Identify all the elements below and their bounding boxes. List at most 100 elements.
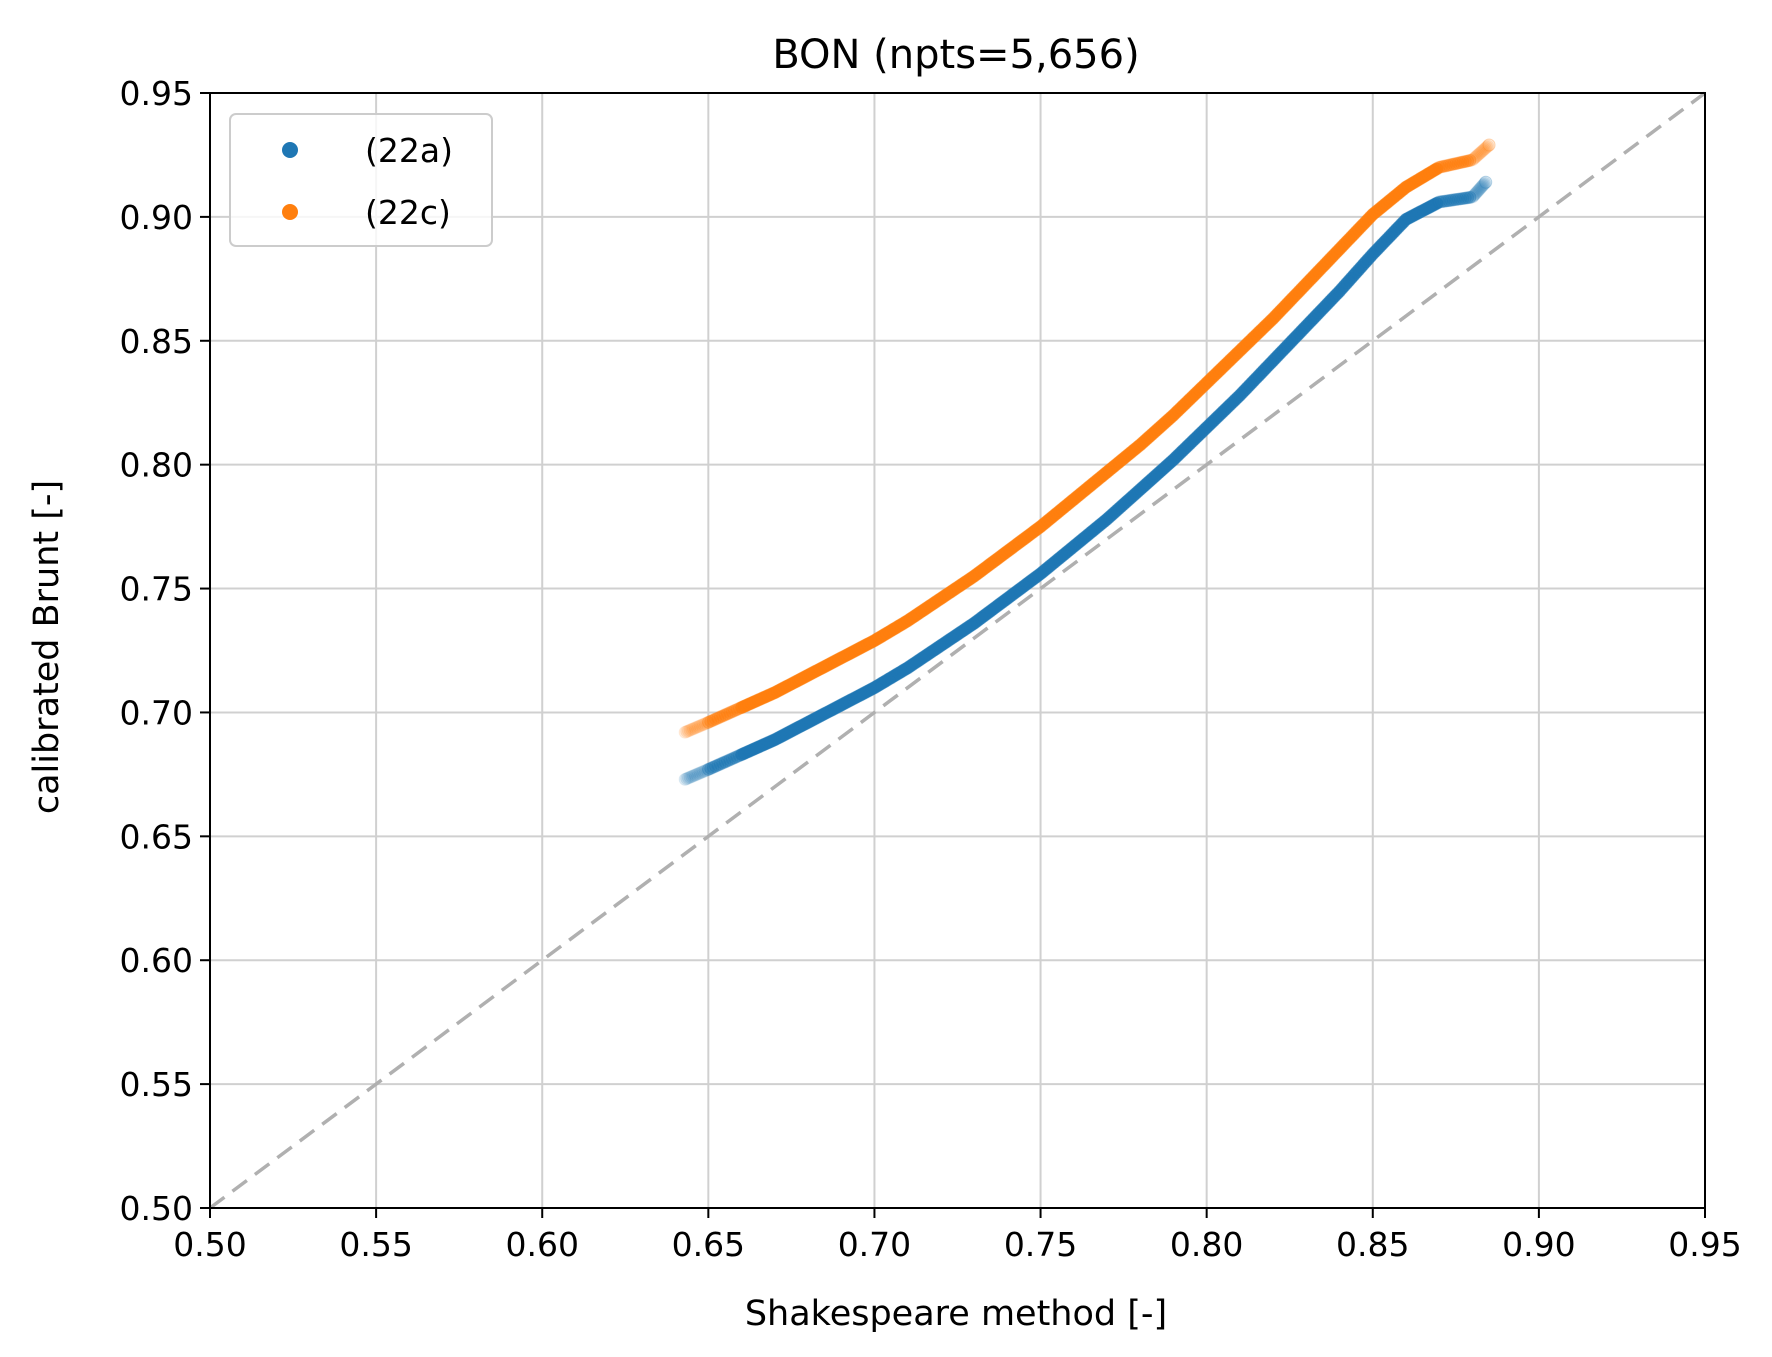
data-point: [716, 709, 730, 723]
reference-line: [208, 91, 1707, 1210]
data-point: [1470, 185, 1484, 199]
data-point: [686, 722, 700, 736]
data-point: [1461, 154, 1475, 168]
data-point: [1444, 158, 1458, 172]
data-point: [693, 766, 707, 780]
data-point: [1478, 141, 1492, 155]
x-tick-label: 0.70: [838, 1225, 911, 1264]
data-point: [695, 718, 709, 732]
x-axis-label: Shakespeare method [-]: [745, 1294, 1167, 1334]
data-point: [1430, 162, 1444, 176]
x-tick-label: 0.65: [672, 1225, 745, 1264]
data-point: [696, 765, 710, 779]
data-point: [1430, 196, 1444, 210]
data-point: [708, 759, 722, 773]
data-point: [691, 767, 705, 781]
legend-marker-22a: [282, 142, 298, 158]
series-0: [678, 175, 1493, 786]
y-tick-label: 0.70: [120, 693, 193, 732]
y-tick-label: 0.60: [120, 941, 193, 980]
data-point: [1477, 142, 1491, 156]
data-point: [1471, 148, 1485, 162]
data-point: [723, 753, 737, 767]
data-point: [1435, 160, 1449, 174]
legend-label-22c: (22c): [365, 193, 451, 232]
data-point: [685, 770, 699, 784]
data-point: [1435, 195, 1449, 209]
data-point: [1446, 193, 1460, 207]
data-point: [718, 708, 732, 722]
data-point: [1469, 186, 1483, 200]
data-point: [690, 720, 704, 734]
data-point: [1481, 139, 1495, 153]
data-point: [713, 757, 727, 771]
data-point: [686, 769, 700, 783]
x-tick-label: 0.50: [173, 1225, 246, 1264]
data-point: [1466, 189, 1480, 203]
y-axis-label: calibrated Brunt [-]: [27, 480, 67, 814]
data-point: [718, 755, 732, 769]
data-point: [696, 717, 710, 731]
data-point: [1461, 191, 1475, 205]
data-point: [716, 756, 730, 770]
y-tick-label: 0.90: [120, 198, 193, 237]
data-point: [711, 758, 725, 772]
data-point: [1468, 151, 1482, 165]
data-point: [1451, 156, 1465, 170]
legend: (22a) (22c): [229, 113, 493, 247]
y-tick-label: 0.85: [120, 322, 193, 361]
x-tick-label: 0.55: [339, 1225, 412, 1264]
data-point: [1467, 188, 1481, 202]
data-point: [1476, 178, 1490, 192]
data-point: [1437, 194, 1451, 208]
plot-area-frame: [209, 92, 1706, 1209]
x-tick-label: 0.90: [1502, 1225, 1575, 1264]
data-point: [723, 706, 737, 720]
series-1: [678, 138, 1496, 739]
data-point: [1463, 153, 1477, 167]
series-layer: [678, 138, 1496, 786]
legend-label-22a: (22a): [365, 131, 453, 170]
x-tick-label: 0.75: [1004, 1225, 1077, 1264]
data-point: [700, 763, 714, 777]
data-point: [678, 772, 692, 786]
data-point: [720, 754, 734, 768]
y-tick-label: 0.50: [120, 1189, 193, 1228]
data-point: [680, 772, 694, 786]
data-point: [704, 761, 718, 775]
data-point: [683, 723, 697, 737]
data-point: [1474, 181, 1488, 195]
data-point: [1474, 145, 1488, 159]
data-point: [1456, 191, 1470, 205]
y-tick-label: 0.95: [120, 74, 193, 113]
data-point: [1482, 138, 1496, 152]
chart-title: BON (npts=5,656): [772, 32, 1139, 78]
y-tick-label: 0.55: [120, 1065, 193, 1104]
data-point: [1437, 159, 1451, 173]
y-tick-label: 0.75: [120, 570, 193, 609]
data-point: [1446, 157, 1460, 171]
data-point: [1472, 183, 1486, 197]
data-point: [1473, 182, 1487, 196]
data-point: [1439, 159, 1453, 173]
x-tick-label: 0.80: [1170, 1225, 1243, 1264]
data-point: [1442, 158, 1456, 172]
data-point: [713, 710, 727, 724]
data-point: [683, 770, 697, 784]
data-point: [681, 724, 695, 738]
data-point: [1467, 152, 1481, 166]
data-point: [1471, 184, 1485, 198]
data-point: [698, 764, 712, 778]
data-point: [1468, 187, 1482, 201]
legend-marker-22c: [282, 204, 298, 220]
data-point: [1442, 194, 1456, 208]
data-point: [1473, 147, 1487, 161]
data-point: [1475, 179, 1489, 193]
data-point: [1465, 153, 1479, 167]
x-tick-label: 0.95: [1668, 1225, 1741, 1264]
data-point: [700, 716, 714, 730]
data-point: [698, 717, 712, 731]
data-point: [688, 768, 702, 782]
y-axis: 0.50 0.55 0.60 0.65 0.70 0.75 0.80 0.85 0.90 0.95: [120, 74, 210, 1228]
